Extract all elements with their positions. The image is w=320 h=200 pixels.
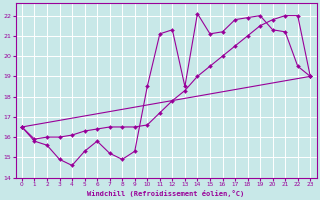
X-axis label: Windchill (Refroidissement éolien,°C): Windchill (Refroidissement éolien,°C)	[87, 190, 245, 197]
